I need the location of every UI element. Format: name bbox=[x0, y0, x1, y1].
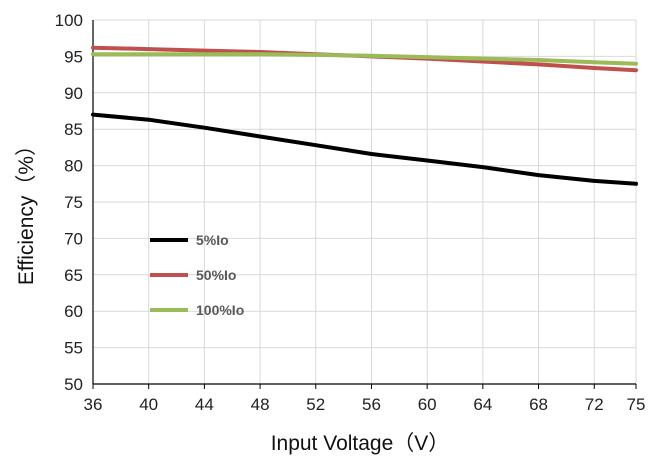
x-tick-label: 75 bbox=[627, 395, 646, 414]
y-tick-label: 100 bbox=[55, 11, 83, 30]
y-tick-label: 70 bbox=[64, 229, 83, 248]
x-tick-label: 60 bbox=[418, 395, 437, 414]
y-tick-label: 65 bbox=[64, 266, 83, 285]
y-tick-label: 80 bbox=[64, 157, 83, 176]
legend-label: 100%Io bbox=[196, 302, 244, 318]
legend-label: 50%Io bbox=[196, 267, 236, 283]
series-lines bbox=[91, 45, 638, 186]
y-tick-label: 75 bbox=[64, 193, 83, 212]
legend-label: 5%Io bbox=[196, 232, 229, 248]
x-tick-label: 52 bbox=[306, 395, 325, 414]
y-axis-title: Efficiency（%） bbox=[15, 135, 38, 285]
y-tick-label: 85 bbox=[64, 120, 83, 139]
axes: 50 55 60 65 70 75 80 85 90 95 100 36 40 44 48 52 56 60 64 6… bbox=[55, 11, 646, 414]
y-tick-label: 50 bbox=[64, 375, 83, 394]
y-tick-label: 55 bbox=[64, 339, 83, 358]
x-tick-label: 40 bbox=[139, 395, 158, 414]
legend: 5%Io 50%Io 100%Io bbox=[150, 232, 244, 318]
grid bbox=[92, 19, 637, 385]
x-tick-label: 64 bbox=[473, 395, 492, 414]
series-line-100-io bbox=[91, 52, 638, 66]
x-tick-label: 56 bbox=[362, 395, 381, 414]
y-tick-label: 60 bbox=[64, 302, 83, 321]
series-line-5-io bbox=[91, 112, 638, 186]
y-tick-label: 95 bbox=[64, 47, 83, 66]
x-tick-label: 68 bbox=[529, 395, 548, 414]
x-tick-label: 36 bbox=[84, 395, 103, 414]
x-axis-title: Input Voltage（V） bbox=[271, 432, 450, 455]
y-tick-label: 90 bbox=[64, 84, 83, 103]
x-tick-label: 72 bbox=[585, 395, 604, 414]
x-tick-label: 48 bbox=[251, 395, 270, 414]
x-tick-label: 44 bbox=[195, 395, 214, 414]
